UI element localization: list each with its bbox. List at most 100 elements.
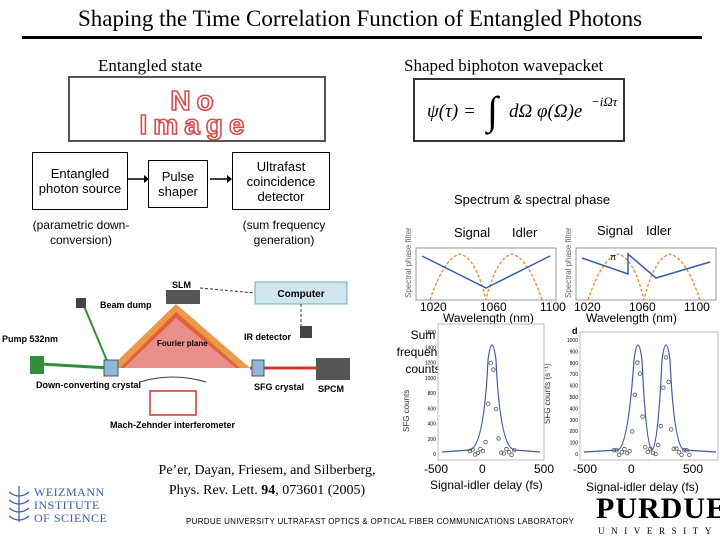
sfg-data-point <box>666 379 671 385</box>
svg-text:−iΩτ: −iΩτ <box>591 94 619 109</box>
sfg-data-point <box>611 447 617 453</box>
sfg-ytick: 800 <box>570 361 579 367</box>
spectrum-panel-1 <box>415 247 557 301</box>
sfg-data-point <box>478 446 483 452</box>
lab-footer: PURDUE UNIVERSITY ULTRAFAST OPTICS & OPT… <box>186 517 575 526</box>
citation-journal: Phys. Rev. Lett. 94, 073601 (2005) <box>168 483 366 498</box>
sfg-data-point <box>671 446 676 451</box>
svg-text:∫: ∫ <box>484 88 501 135</box>
ir-detector-label: IR detector <box>244 332 292 342</box>
sfg-ytick: 800 <box>428 391 437 397</box>
sfg-data-point <box>627 448 632 454</box>
detector-note: (sum frequency generation) <box>242 218 326 247</box>
delay-tick: 0 <box>479 462 486 476</box>
wavelength-tick: 1060 <box>480 300 507 314</box>
sfg-data-point <box>509 452 514 457</box>
spectrum-panel-2 <box>575 247 717 301</box>
wavelength-label-2: Wavelength (nm) <box>586 311 677 325</box>
sfg-ytick: 1200 <box>425 361 436 367</box>
fourier-label: Fourier plane <box>157 339 208 348</box>
signal-label-1: Signal <box>454 225 491 240</box>
sfg-ytick: 900 <box>570 349 579 355</box>
sfg-data-point <box>622 446 627 452</box>
sum-frequency-label: Sum frequency counts <box>396 328 450 376</box>
sfg-data-point <box>648 446 653 452</box>
sfg-data-point <box>614 447 619 453</box>
delay-ticks-2: -500 0 500 <box>573 462 713 476</box>
svg-text:ψ(τ) =: ψ(τ) = <box>427 101 476 122</box>
sfg-data-point <box>632 392 637 397</box>
sfg-data-point <box>501 451 506 456</box>
sfg-ytick: 600 <box>570 384 579 390</box>
sfg-data-point <box>467 448 473 454</box>
delay-ticks-1: -500 0 500 <box>424 462 564 476</box>
down-converting-label: Down-converting crystal <box>36 380 141 390</box>
source-note: (parametric down-conversion) <box>32 218 130 247</box>
entangled-state-heading: Entangled state <box>98 56 203 75</box>
setup-diagram: Computer SLM Beam dump Pump 532nm Fourie… <box>2 280 350 430</box>
spcm-label: SPCM <box>318 384 344 394</box>
sfg-data-point <box>506 449 512 455</box>
sfg-data-point <box>485 401 491 406</box>
wavelength-tick: 1020 <box>420 300 447 314</box>
sfg-data-point <box>629 429 635 434</box>
sfg-ylabel-2: SFG counts (s⁻¹) <box>543 363 552 424</box>
sfg-data-point <box>637 371 643 376</box>
sfg-ytick: 700 <box>570 372 579 378</box>
sfg-data-point <box>511 447 517 453</box>
no-image-line1: No <box>170 85 219 116</box>
sfg-data-point <box>493 406 499 412</box>
sfg-count-plots: SFG counts SFG counts (s⁻¹) d 0 200 400 600… <box>402 323 719 461</box>
phase-axis-label-1: Spectral phase filter <box>404 227 413 298</box>
computer-label: Computer <box>277 289 324 300</box>
no-image-line2: Image <box>140 109 251 140</box>
pulse-shaper-box: Pulse shaper <box>148 160 208 208</box>
sfg-data-point <box>480 448 486 454</box>
sfg-panel-2 <box>579 331 719 461</box>
wavelength-tick: 1060 <box>629 300 656 314</box>
wavelength-tick: 1100 <box>684 300 710 314</box>
sfg-label: SFG crystal <box>254 382 304 392</box>
sfg-data-point <box>684 448 689 453</box>
sfg-data-point <box>650 450 656 456</box>
sfg-ytick: 1000 <box>567 338 578 344</box>
sfg-ytick: 100 <box>570 441 579 447</box>
mach-zehnder-label: Mach-Zehnder interferometer <box>110 420 236 430</box>
purdue-logo-subtitle: UNIVERSITY <box>598 526 718 536</box>
equation-graphic: ψ(τ) = ∫ dΩ φ(Ω)e −iΩτ <box>427 88 619 135</box>
sfg-panel-1 <box>437 323 545 461</box>
arrow-shaper-to-detector <box>210 175 232 183</box>
title-underline <box>22 36 702 39</box>
weizmann-emblem-icon <box>8 486 30 522</box>
sfg-ytick: 300 <box>570 418 579 424</box>
sfg-data-point <box>679 452 684 457</box>
coincidence-detector-box: Ultrafast coincidence detector <box>232 152 330 210</box>
sfg-data-point <box>475 450 480 456</box>
idler-label-1: Idler <box>512 225 538 240</box>
delay-label-2: Signal-idler delay (fs) <box>586 480 699 494</box>
sfg-data-point <box>682 447 687 453</box>
sfg-data-point <box>676 449 682 455</box>
sfg-data-point <box>504 446 509 452</box>
svg-text:dΩ φ(Ω)e: dΩ φ(Ω)e <box>509 101 582 122</box>
sfg-ytick: 0 <box>433 452 436 458</box>
sfg-data-point <box>616 452 622 457</box>
pi-label: π <box>610 252 616 262</box>
beam-dump-label: Beam dump <box>100 300 152 310</box>
citation: Pe’er, Dayan, Friesem, and Silberberg, P… <box>140 461 394 501</box>
delay-tick: -500 <box>573 462 598 476</box>
spectrum-plots: Spectral phase filter Spectral phase fil… <box>404 227 717 301</box>
spectrum-ticks-2: 1020 1060 1100 <box>574 300 714 314</box>
sfg-data-point <box>669 427 674 432</box>
sfg-ytick: 1600 <box>425 330 436 336</box>
delay-label-1: Signal-idler delay (fs) <box>430 478 543 492</box>
sfg-data-point <box>687 452 692 457</box>
sfg-ytick: 200 <box>570 429 579 435</box>
sfg-data-point <box>663 355 669 360</box>
wavelength-tick: 1100 <box>540 300 566 314</box>
pump-label: Pump 532nm <box>2 334 58 344</box>
sfg-data-point <box>470 447 475 452</box>
sfg-data-point <box>656 442 661 448</box>
panel-letter: d <box>572 326 578 336</box>
sfg-ytick: 1000 <box>425 376 436 382</box>
